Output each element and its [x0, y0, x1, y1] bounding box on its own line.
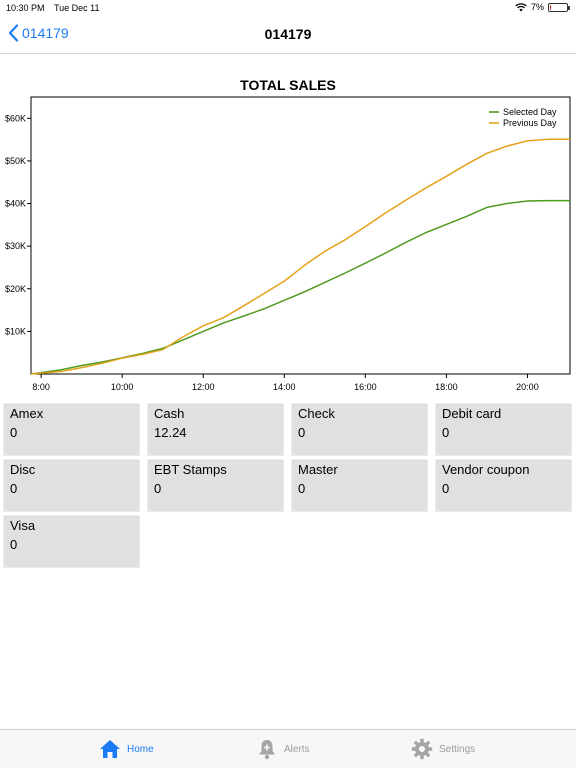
payment-tile-value: 0 — [10, 537, 18, 552]
payment-tile[interactable]: Cash 12.24 — [147, 403, 284, 456]
tab-settings[interactable]: Settings — [411, 738, 475, 760]
payment-tile[interactable]: Amex 0 — [3, 403, 140, 456]
back-button-label: 014179 — [22, 25, 69, 41]
payment-tile-label: Amex — [10, 406, 44, 421]
x-tick-label: 20:00 — [516, 382, 539, 392]
legend-label: Selected Day — [503, 107, 557, 117]
gear-icon — [411, 738, 433, 760]
payment-tile-label: EBT Stamps — [154, 462, 227, 477]
x-tick-label: 18:00 — [435, 382, 458, 392]
payment-tile-value: 0 — [10, 425, 18, 440]
payment-tile[interactable]: Check 0 — [291, 403, 428, 456]
plot-area-frame — [30, 96, 571, 375]
payment-tile[interactable]: Vendor coupon 0 — [435, 459, 572, 512]
page-title: 014179 — [264, 26, 312, 42]
payment-tile-label: Visa — [10, 518, 36, 533]
battery-icon — [548, 2, 570, 12]
battery-level — [550, 4, 551, 10]
series-line-previous-day — [30, 138, 570, 375]
payment-tile-label: Vendor coupon — [442, 462, 530, 477]
tab-home-label: Home — [127, 743, 154, 755]
payment-tile-value: 0 — [298, 425, 306, 440]
tab-alerts-label: Alerts — [284, 743, 310, 755]
battery-percent: 7% — [530, 2, 544, 12]
payment-tile-value: 0 — [442, 481, 450, 496]
payment-tile[interactable]: Visa 0 — [3, 515, 140, 568]
y-tick-label: $50K — [5, 156, 26, 166]
y-tick-label: $20K — [5, 284, 26, 294]
total-sales-chart: $10K $20K $30K $40K $50K $60K 8:00 10:00 12:00 14… — [5, 96, 571, 392]
x-tick-label: 12:00 — [192, 382, 215, 392]
payment-tile-label: Disc — [10, 462, 36, 477]
tab-home[interactable]: Home — [99, 738, 154, 760]
payment-tile[interactable]: Disc 0 — [3, 459, 140, 512]
payment-tile-label: Debit card — [442, 406, 502, 421]
chart-title: TOTAL SALES — [240, 77, 336, 93]
status-date: Tue Dec 11 — [54, 3, 100, 13]
payment-tile-label: Cash — [154, 406, 185, 421]
status-bar: 10:30 PM Tue Dec 11 7% — [0, 0, 576, 16]
payment-tile[interactable]: Debit card 0 — [435, 403, 572, 456]
status-time: 10:30 PM — [6, 3, 45, 13]
payment-tile[interactable]: Master 0 — [291, 459, 428, 512]
y-tick-label: $60K — [5, 113, 26, 123]
legend-label: Previous Day — [503, 118, 557, 128]
x-tick-label: 16:00 — [354, 382, 377, 392]
series-line-selected-day — [30, 199, 570, 375]
payment-tile-value: 0 — [154, 481, 162, 496]
payment-tile-value: 12.24 — [154, 425, 187, 440]
y-tick-label: $40K — [5, 199, 26, 209]
home-icon — [100, 740, 120, 758]
payment-tile-value: 0 — [442, 425, 450, 440]
chevron-left-icon — [8, 24, 19, 42]
y-tick-label: $30K — [5, 241, 26, 251]
status-indicators: 7% — [515, 2, 570, 12]
x-tick-label: 10:00 — [111, 382, 134, 392]
payment-tile-label: Master — [298, 462, 338, 477]
x-tick-label: 14:00 — [273, 382, 296, 392]
x-tick-label: 8:00 — [32, 382, 50, 392]
tab-alerts[interactable]: Alerts — [256, 738, 310, 760]
bell-icon — [259, 740, 275, 760]
tab-settings-label: Settings — [439, 743, 476, 755]
wifi-icon — [515, 3, 527, 12]
tab-bar: Home Alerts Settings — [0, 729, 576, 768]
payment-tile-value: 0 — [10, 481, 18, 496]
payment-tile[interactable]: EBT Stamps 0 — [147, 459, 284, 512]
navigation-bar: 014179 014179 — [0, 16, 576, 54]
y-tick-label: $10K — [5, 326, 26, 336]
payment-tile-value: 0 — [298, 481, 306, 496]
back-button[interactable]: 014179 — [8, 24, 69, 42]
payment-tile-label: Check — [298, 406, 335, 421]
